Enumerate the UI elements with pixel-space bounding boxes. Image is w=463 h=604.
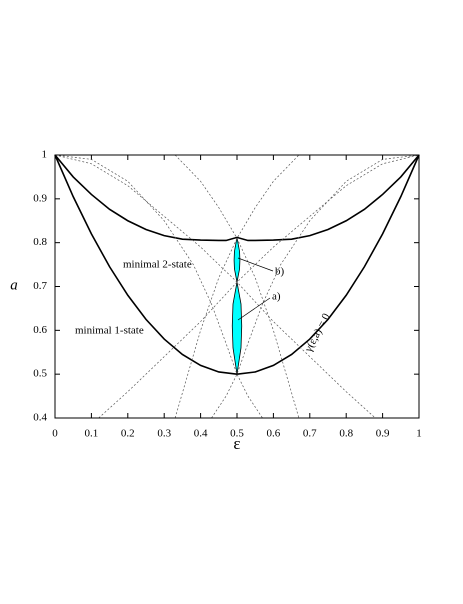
shaded-region [233,237,241,283]
curve [54,154,376,419]
y-tick-label: 0.8 [33,236,47,248]
y-tick-label: 0.5 [33,368,47,380]
curve [54,154,420,375]
curve [98,154,420,419]
annotation: a) [272,291,281,303]
shaded-region [231,282,243,375]
leader-line [237,297,271,321]
y-tick-label: 0.9 [33,192,47,204]
x-tick-label: 1 [416,428,422,440]
annotation: b) [275,266,285,278]
y-tick-label: 0.4 [33,412,47,424]
x-tick-label: 0.8 [339,428,353,440]
y-tick-label: 1 [42,149,48,161]
x-tick-label: 0.9 [376,428,390,440]
x-tick-label: 0.1 [85,428,99,440]
y-tick-label: 0.6 [33,324,47,336]
annotation: γ(ε,a) = 0 [302,311,333,355]
curve [211,154,420,419]
x-tick-label: 0 [52,428,58,440]
x-tick-label: 0.7 [303,428,317,440]
y-axis-label: a [10,277,18,293]
x-tick-label: 0.3 [157,428,171,440]
leader-line [237,257,274,272]
curve [54,154,420,242]
x-tick-label: 0.6 [267,428,281,440]
annotation: minimal 1-state [75,325,144,337]
curve [174,154,300,419]
y-tick-label: 0.7 [33,280,47,292]
x-tick-label: 0.4 [194,428,208,440]
plot-frame [54,154,420,419]
x-axis-label: ε [233,434,240,453]
curve [54,154,263,419]
x-tick-label: 0.5 [230,428,244,440]
annotation: minimal 2-state [123,259,192,271]
x-tick-label: 0.2 [121,428,135,440]
